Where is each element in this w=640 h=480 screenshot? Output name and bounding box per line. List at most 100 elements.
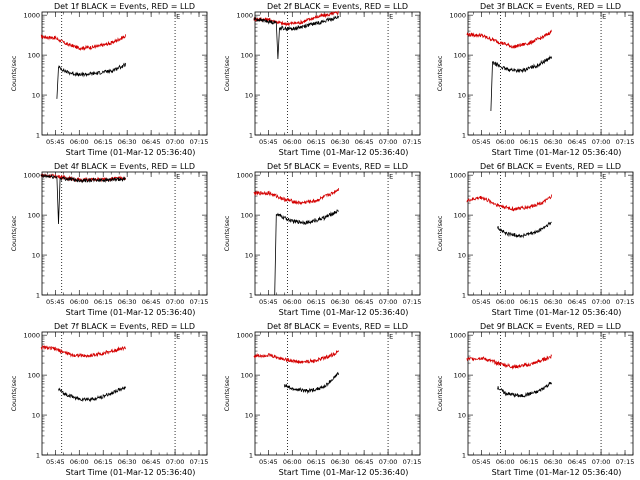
y-tick-label: 1000 [449, 171, 466, 179]
y-tick-label: 10 [245, 411, 253, 419]
y-tick-label: 1 [36, 291, 40, 299]
plot-frame [467, 11, 634, 136]
detector-panel: Det 8f BLACK = Events, RED = LLD 1 10 100 10… [213, 320, 426, 480]
detector-chart-svg: Det 7f BLACK = Events, RED = LLD 1 10 100 10… [10, 322, 209, 477]
series-line-lld [466, 29, 552, 49]
plot-frame [254, 11, 421, 136]
detector-panel: Det 2f BLACK = Events, RED = LLD 1 10 100 10… [213, 0, 426, 160]
x-tick-label: 05:45 [472, 458, 491, 466]
y-axis-label: Counts/sec [436, 215, 444, 251]
y-tick-label: 1 [36, 131, 40, 139]
series-line-events [40, 173, 126, 225]
marker-label: E [176, 13, 180, 21]
x-axis-label: Start Time (01-Mar-12 05:36:40) [492, 468, 622, 477]
y-tick-label: 10 [458, 91, 466, 99]
x-tick-label: 05:45 [259, 458, 278, 466]
series-line-events [497, 221, 552, 239]
y-tick-label: 10 [245, 91, 253, 99]
y-tick-label: 100 [454, 211, 466, 219]
chart-title: Det 1f BLACK = Events, RED = LLD [54, 2, 195, 11]
x-tick-label: 06:15 [307, 298, 326, 306]
detector-panel: Det 4f BLACK = Events, RED = LLD 1 10 100 10… [0, 160, 213, 320]
x-tick-label: 07:15 [190, 458, 209, 466]
x-tick-label: 07:00 [166, 298, 185, 306]
plot-frame [254, 171, 421, 296]
x-axis-label: Start Time (01-Mar-12 05:36:40) [279, 148, 409, 157]
series-line-events [283, 371, 339, 395]
chart-title: Det 6f BLACK = Events, RED = LLD [480, 162, 621, 171]
x-tick-label: 06:45 [142, 298, 161, 306]
detector-panel: Det 1f BLACK = Events, RED = LLD 1 10 100 10… [0, 0, 213, 160]
x-tick-label: 06:45 [568, 458, 587, 466]
plot-frame [41, 331, 208, 456]
x-tick-label: 06:15 [520, 138, 539, 146]
plot-frame [41, 11, 208, 136]
y-axis-label: Counts/sec [436, 55, 444, 91]
x-tick-label: 06:00 [283, 458, 302, 466]
x-tick-label: 06:45 [355, 298, 374, 306]
x-axis-label: Start Time (01-Mar-12 05:36:40) [492, 148, 622, 157]
x-tick-label: 06:45 [568, 138, 587, 146]
plot-frame [467, 331, 634, 456]
y-tick-label: 100 [28, 371, 40, 379]
x-tick-label: 07:00 [379, 458, 398, 466]
x-tick-label: 07:00 [379, 298, 398, 306]
x-tick-label: 06:30 [118, 298, 137, 306]
y-tick-label: 1 [462, 451, 466, 459]
x-tick-label: 07:15 [190, 138, 209, 146]
x-tick-label: 06:00 [70, 458, 89, 466]
x-tick-label: 07:00 [592, 298, 611, 306]
x-tick-label: 06:15 [520, 298, 539, 306]
y-tick-label: 1000 [236, 331, 253, 339]
x-tick-label: 06:45 [355, 138, 374, 146]
y-tick-label: 1 [36, 451, 40, 459]
marker-label: E [176, 333, 180, 341]
series-line-events [58, 385, 126, 403]
y-tick-label: 1 [462, 291, 466, 299]
marker-label: E [389, 13, 393, 21]
series-line-lld [253, 188, 339, 206]
y-tick-label: 10 [32, 91, 40, 99]
chart-title: Det 9f BLACK = Events, RED = LLD [480, 322, 621, 331]
series-line-events [497, 381, 552, 398]
x-tick-label: 06:30 [544, 298, 563, 306]
x-tick-label: 06:30 [544, 458, 563, 466]
chart-title: Det 3f BLACK = Events, RED = LLD [480, 2, 621, 11]
y-tick-label: 10 [245, 251, 253, 259]
y-tick-label: 1 [462, 131, 466, 139]
x-tick-label: 07:15 [616, 138, 635, 146]
x-axis-label: Start Time (01-Mar-12 05:36:40) [279, 308, 409, 317]
detector-panel: Det 7f BLACK = Events, RED = LLD 1 10 100 10… [0, 320, 213, 480]
x-axis-label: Start Time (01-Mar-12 05:36:40) [66, 308, 196, 317]
x-tick-label: 06:15 [94, 138, 113, 146]
x-tick-label: 07:00 [592, 138, 611, 146]
x-tick-label: 07:00 [592, 458, 611, 466]
x-tick-label: 07:15 [616, 298, 635, 306]
y-tick-label: 10 [32, 251, 40, 259]
y-tick-label: 1000 [236, 11, 253, 19]
detector-chart-svg: Det 9f BLACK = Events, RED = LLD 1 10 100 10… [436, 322, 635, 477]
x-tick-label: 05:45 [46, 458, 65, 466]
x-tick-label: 06:00 [496, 298, 515, 306]
x-tick-label: 06:30 [331, 458, 350, 466]
y-tick-label: 1000 [23, 331, 40, 339]
x-tick-label: 06:00 [496, 458, 515, 466]
x-tick-label: 06:00 [70, 138, 89, 146]
detector-panel: Det 3f BLACK = Events, RED = LLD 1 10 100 10… [426, 0, 639, 160]
detector-chart-svg: Det 5f BLACK = Events, RED = LLD 1 10 100 10… [223, 162, 421, 317]
x-tick-label: 07:15 [403, 138, 422, 146]
series-line-lld [466, 194, 552, 212]
x-tick-label: 07:15 [616, 458, 635, 466]
y-tick-label: 1000 [449, 331, 466, 339]
detector-chart-svg: Det 2f BLACK = Events, RED = LLD 1 10 100 10… [223, 2, 422, 157]
y-axis-label: Counts/sec [223, 55, 231, 91]
series-line-lld [40, 344, 126, 358]
x-tick-label: 06:15 [520, 458, 539, 466]
y-tick-label: 1000 [23, 11, 40, 19]
x-tick-label: 06:45 [568, 298, 587, 306]
series-line-lld [253, 10, 339, 27]
y-tick-label: 10 [458, 411, 466, 419]
x-tick-label: 06:15 [94, 458, 113, 466]
x-tick-label: 06:00 [283, 138, 302, 146]
y-tick-label: 1000 [23, 171, 40, 179]
